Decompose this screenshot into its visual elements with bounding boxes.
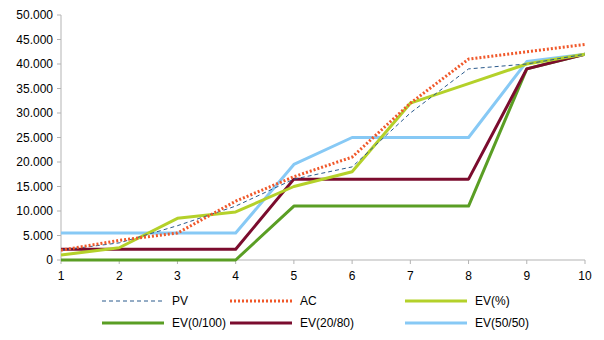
y-tick: [57, 211, 61, 212]
x-tick: [526, 260, 527, 264]
y-tick: [57, 186, 61, 187]
y-tick: [57, 260, 61, 261]
legend-swatch: [405, 322, 467, 325]
y-tick: [57, 235, 61, 236]
y-tick-label: 25.000: [16, 131, 53, 145]
series-line: [61, 54, 585, 233]
legend-label: EV(0/100): [172, 316, 226, 330]
x-tick-label: 10: [578, 269, 592, 283]
x-tick: [293, 260, 294, 264]
legend-label: EV(%): [475, 294, 510, 308]
y-tick-label: 35.000: [16, 82, 53, 96]
legend-swatch: [230, 300, 292, 303]
y-tick-label: 0: [46, 253, 53, 267]
y-tick-label: 10.000: [16, 204, 53, 218]
x-tick: [352, 260, 353, 264]
y-tick: [57, 39, 61, 40]
y-tick: [57, 113, 61, 114]
y-tick-label: 20.000: [16, 155, 53, 169]
series-line: [61, 54, 585, 255]
series-line: [61, 54, 585, 249]
x-tick-label: 8: [465, 269, 472, 283]
series-group: [61, 44, 585, 260]
series-line: [61, 44, 585, 250]
legend-swatch: [102, 301, 164, 302]
y-tick: [57, 15, 61, 16]
legend-swatch: [102, 322, 164, 325]
x-tick-label: 6: [349, 269, 356, 283]
y-tick: [57, 162, 61, 163]
x-tick-label: 7: [407, 269, 414, 283]
x-tick-label: 3: [174, 269, 181, 283]
x-tick-label: 9: [523, 269, 530, 283]
x-tick: [410, 260, 411, 264]
series-line: [61, 54, 585, 260]
y-tick: [57, 64, 61, 65]
y-tick-label: 5.000: [23, 229, 53, 243]
y-tick-label: 45.000: [16, 33, 53, 47]
y-tick: [57, 88, 61, 89]
y-tick-label: 40.000: [16, 57, 53, 71]
x-tick: [585, 260, 586, 264]
y-tick-label: 30.000: [16, 106, 53, 120]
legend-label: PV: [172, 294, 188, 308]
x-tick-label: 2: [116, 269, 123, 283]
x-tick-label: 5: [291, 269, 298, 283]
legend-swatch: [405, 300, 467, 303]
y-tick: [57, 137, 61, 138]
y-tick-label: 15.000: [16, 180, 53, 194]
legend-label: EV(20/80): [300, 316, 354, 330]
x-tick-label: 4: [232, 269, 239, 283]
legend-swatch: [230, 322, 292, 325]
series-line: [61, 54, 585, 250]
chart: 0 5.000 10.000 15.000 20.000 25.000 30.000 35.0…: [0, 0, 604, 340]
legend-label: AC: [300, 294, 317, 308]
x-tick-label: 1: [58, 269, 65, 283]
legend-label: EV(50/50): [475, 316, 529, 330]
x-tick: [468, 260, 469, 264]
y-tick-label: 50.000: [16, 8, 53, 22]
